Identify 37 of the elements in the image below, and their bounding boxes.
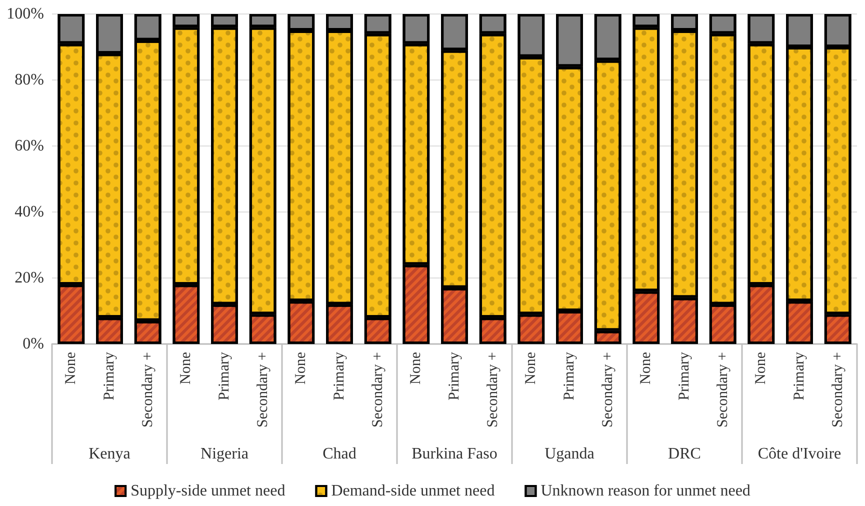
x-tick-label: Secondary + — [600, 352, 616, 428]
x-tick-label: Secondary + — [254, 352, 271, 428]
text: Kenya — [88, 446, 130, 462]
x-tick-label: None — [638, 352, 654, 384]
x-tick-label: Secondary + — [830, 352, 846, 428]
y-tick-label: 80% — [14, 72, 44, 88]
y-tick-label: 40% — [14, 204, 44, 220]
x-tick-label: Primary — [676, 352, 692, 400]
x-tick-label: Primary — [446, 352, 462, 400]
x-tick-label: Secondary + — [714, 352, 731, 428]
legend-label: Unknown reason for unmet need — [540, 482, 750, 500]
x-tick-label: Secondary + — [484, 352, 501, 428]
text: Nigeria — [200, 446, 248, 462]
x-tick-label: None — [178, 352, 194, 384]
x-tick-label: None — [63, 352, 80, 384]
legend-label: Demand-side unmet need — [331, 482, 495, 500]
x-tick-label: Primary — [792, 352, 808, 400]
y-tick-label: 0% — [22, 336, 44, 352]
text: Côte d'Ivoire — [758, 446, 842, 462]
text: Chad — [322, 446, 356, 462]
text: DRC — [668, 446, 701, 462]
x-tick-label: Primary — [216, 352, 232, 400]
x-tick-label: None — [293, 352, 310, 384]
y-tick-label: 20% — [14, 270, 44, 286]
x-tick-label: None — [408, 352, 424, 384]
x-tick-label: Primary — [102, 352, 118, 400]
y-tick-label: 60% — [14, 138, 44, 154]
x-tick-label: Secondary + — [370, 352, 386, 428]
text: Uganda — [544, 446, 594, 462]
x-tick-label: None — [523, 352, 540, 384]
x-tick-label: Primary — [562, 352, 578, 400]
text: Burkina Faso — [412, 446, 498, 462]
y-tick-label: 100% — [6, 6, 44, 22]
x-tick-label: Secondary + — [140, 352, 156, 428]
legend-label: Supply-side unmet need — [130, 482, 286, 500]
x-tick-label: None — [753, 352, 770, 384]
x-tick-label: Primary — [332, 352, 348, 400]
